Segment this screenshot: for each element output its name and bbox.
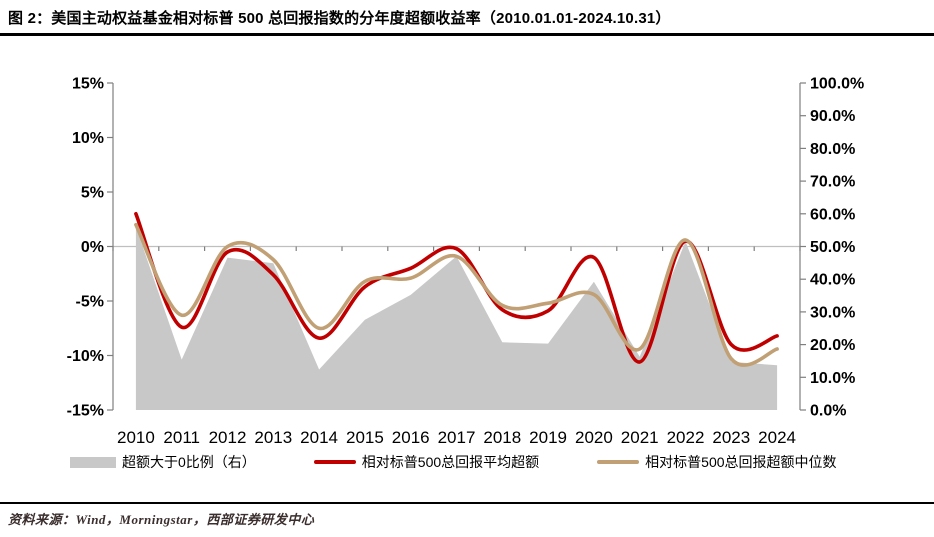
left-axis-label: -10% [67,348,104,365]
right-axis-label: 70.0% [810,174,855,191]
x-axis-label: 2011 [163,428,200,447]
x-axis-label: 2012 [209,428,247,447]
legend-label: 超额大于0比例（右） [122,454,256,470]
right-axis-label: 80.0% [810,141,855,158]
legend-item-1: 相对标普500总回报平均超额 [313,452,540,472]
x-axis-label: 2021 [621,428,659,447]
chart-legend: 超额大于0比例（右） 相对标普500总回报平均超额 相对标普500总回报超额中位数 [70,452,837,472]
right-axis-label: 90.0% [810,108,855,125]
right-axis-label: 100.0% [810,76,864,93]
left-axis-label: 5% [81,185,104,202]
x-axis-label: 2018 [483,428,521,447]
x-axis-label: 2016 [392,428,430,447]
right-axis-label: 0.0% [810,403,846,420]
legend-label: 相对标普500总回报平均超额 [361,454,540,470]
x-axis-label: 2015 [346,428,384,447]
x-axis-label: 2013 [254,428,292,447]
mean-excess-line-series [134,212,779,364]
right-axis-label: 20.0% [810,337,855,354]
footer-divider [0,502,934,504]
right-axis-label: 40.0% [810,272,855,289]
left-axis-label: -15% [67,403,104,420]
left-axis-label: -5% [76,294,104,311]
x-axis-label: 2017 [438,428,476,447]
positive-share-area-series [135,226,778,410]
legend-item-2: 相对标普500总回报超额中位数 [597,452,837,472]
x-axis-label: 2022 [667,428,705,447]
right-axis-label: 50.0% [810,239,855,256]
left-axis-label: 0% [81,239,104,256]
x-axis-label: 2020 [575,428,613,447]
x-axis-label: 2024 [758,428,796,447]
legend-label: 相对标普500总回报超额中位数 [645,454,837,470]
excess-return-chart: 15% 10% 5% 0% -5% -10% -15% 100.0% 90.0% 80.0% 70.… [67,76,865,448]
x-axis-label: 2019 [529,428,567,447]
median-excess-line-series [134,222,779,367]
x-axis-label: 2023 [712,428,750,447]
x-axis-label: 2010 [117,428,155,447]
right-axis-label: 30.0% [810,304,855,321]
left-axis-label: 10% [72,130,104,147]
legend-area-swatch [70,456,116,468]
chart-area: 15% 10% 5% 0% -5% -10% -15% 100.0% 90.0% 80.0% 70.… [0,58,934,450]
left-axis-label: 15% [72,76,104,93]
right-axis-label: 60.0% [810,206,855,223]
figure-title: 图 2：美国主动权益基金相对标普 500 总回报指数的分年度超额收益率（2010… [8,10,671,27]
legend-line-swatch [313,460,356,464]
right-axis-label: 10.0% [810,370,855,387]
title-divider [0,33,934,36]
x-axis-label: 2014 [300,428,338,447]
legend-item-0: 超额大于0比例（右） [70,452,256,472]
source-note: 资料来源：Wind，Morningstar，西部证券研发中心 [8,512,315,527]
legend-line-swatch [597,460,640,464]
